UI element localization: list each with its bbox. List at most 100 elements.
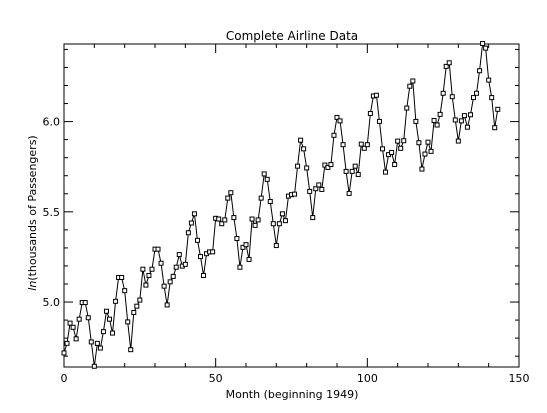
- data-point: [103, 308, 109, 314]
- data-point: [216, 216, 222, 222]
- data-point: [237, 264, 243, 270]
- data-point: [492, 125, 498, 131]
- x-axis-ticks: [63, 44, 520, 367]
- data-point: [358, 141, 364, 147]
- data-point: [446, 60, 452, 66]
- data-point: [461, 113, 467, 119]
- data-point: [143, 282, 149, 288]
- y-axis-ticks: [64, 48, 519, 357]
- data-point: [279, 211, 285, 217]
- data-point: [261, 171, 267, 177]
- data-point: [401, 138, 407, 144]
- data-point: [64, 340, 70, 346]
- data-point: [477, 68, 483, 74]
- y-axis-label-ln: ln: [26, 281, 39, 291]
- data-point: [67, 320, 73, 326]
- data-point: [301, 146, 307, 152]
- data-point: [76, 316, 82, 322]
- x-axis-label: Month (beginning 1949): [226, 388, 359, 401]
- data-point: [94, 340, 100, 346]
- data-point: [364, 142, 370, 148]
- data-point: [292, 191, 298, 197]
- data-point: [325, 164, 331, 170]
- data-point: [486, 77, 492, 83]
- data-point: [146, 273, 152, 279]
- data-point: [110, 330, 116, 336]
- data-point: [122, 288, 128, 294]
- data-point: [437, 111, 443, 117]
- data-point: [182, 261, 188, 267]
- series-passengers: [61, 40, 501, 369]
- data-point: [210, 249, 216, 255]
- data-point: [307, 188, 313, 194]
- data-point: [331, 132, 337, 138]
- data-point: [440, 90, 446, 96]
- data-point: [304, 165, 310, 171]
- data-point: [198, 254, 203, 260]
- data-point: [425, 139, 431, 145]
- data-point: [228, 190, 234, 196]
- x-tick-label: 100: [357, 372, 378, 385]
- data-point: [328, 162, 334, 168]
- data-point: [398, 145, 404, 151]
- y-tick-label: 5.0: [43, 296, 61, 309]
- data-point: [282, 218, 288, 224]
- data-point: [380, 146, 385, 152]
- data-point: [295, 163, 301, 169]
- data-point: [343, 168, 349, 174]
- data-point: [125, 319, 131, 325]
- data-point: [361, 145, 367, 151]
- data-point: [489, 95, 495, 101]
- data-point: [319, 186, 325, 192]
- data-point: [474, 90, 480, 96]
- data-point: [88, 339, 94, 345]
- data-point: [395, 138, 401, 144]
- y-axis-label-rest: (thousands of Passengers): [26, 135, 39, 280]
- data-point: [100, 329, 106, 335]
- data-point: [97, 345, 103, 351]
- data-point: [334, 114, 340, 120]
- data-point: [422, 151, 428, 157]
- data-point: [246, 256, 252, 262]
- data-point: [316, 182, 322, 188]
- data-point: [264, 176, 270, 182]
- data-point: [434, 122, 440, 128]
- data-point: [267, 199, 273, 205]
- x-tick-label: 0: [61, 372, 68, 385]
- data-point: [176, 252, 182, 258]
- data-point: [255, 217, 261, 223]
- data-point: [170, 273, 176, 279]
- data-point: [337, 118, 343, 124]
- data-point: [367, 110, 373, 116]
- data-point: [410, 78, 416, 84]
- y-tick-label: 6.0: [43, 116, 61, 129]
- data-point: [407, 83, 413, 89]
- data-point: [131, 310, 137, 316]
- data-point: [61, 350, 67, 356]
- data-point: [219, 221, 225, 227]
- data-point: [416, 140, 422, 146]
- data-point: [194, 237, 200, 243]
- data-point: [443, 63, 449, 69]
- data-point: [449, 94, 455, 100]
- data-point: [161, 283, 167, 289]
- data-point: [137, 297, 143, 303]
- data-point: [149, 266, 155, 272]
- data-point: [234, 236, 240, 242]
- data-point: [185, 230, 191, 236]
- data-point: [82, 300, 88, 306]
- data-point: [419, 166, 425, 172]
- data-point: [298, 137, 304, 143]
- data-point: [346, 190, 352, 196]
- data-point: [483, 45, 489, 51]
- data-point: [428, 148, 434, 154]
- data-point: [313, 186, 319, 192]
- data-point: [70, 324, 76, 330]
- data-point: [392, 162, 398, 168]
- data-point: [404, 105, 410, 111]
- data-point: [167, 279, 173, 285]
- x-axis-tick-labels: 0 50 100 150: [61, 372, 530, 385]
- data-point: [376, 118, 382, 124]
- data-point: [222, 217, 228, 223]
